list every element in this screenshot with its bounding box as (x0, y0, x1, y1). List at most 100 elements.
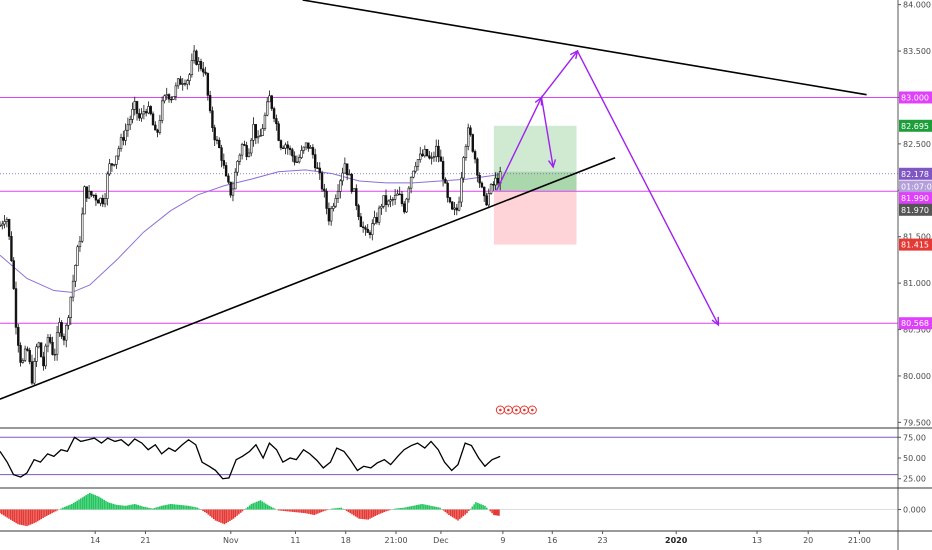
candle-body (341, 172, 344, 182)
position-box[interactable] (493, 125, 577, 245)
histogram-bar (247, 506, 249, 510)
histogram-bar (257, 501, 260, 510)
candle-body (58, 322, 61, 334)
candle-body (245, 145, 248, 157)
candle-body (7, 219, 11, 237)
histogram-bar (54, 509, 57, 512)
histogram-bar (202, 509, 204, 511)
candle-body (142, 111, 146, 115)
histogram-bar (193, 506, 195, 510)
oscillator-tick-label: 0.000 (903, 506, 926, 515)
trendlines[interactable] (0, 0, 867, 400)
candle-body (380, 205, 383, 209)
candle-body (329, 208, 333, 222)
candle-body (60, 322, 63, 337)
candle-body (297, 157, 301, 163)
histogram-bar (252, 503, 255, 510)
candle-body (473, 151, 477, 160)
candle-body (441, 161, 445, 180)
trendline[interactable] (0, 157, 616, 400)
rsi-line[interactable] (0, 436, 501, 480)
histogram-bar (498, 509, 500, 516)
candle-body (492, 184, 495, 186)
candle-body (42, 356, 45, 367)
candle-body (405, 198, 408, 213)
candle-body (26, 348, 29, 351)
candle-body (462, 157, 465, 179)
candle-body (158, 120, 162, 133)
candle-body (453, 207, 456, 210)
candle-body (423, 149, 427, 157)
histogram-bar (408, 506, 411, 510)
histogram-bar (268, 505, 271, 510)
histogram-bar (265, 503, 267, 510)
price-tags: 83.000 82.695 82.178 01:07:09 81.990 81.970 81… (899, 91, 932, 330)
histogram-bar (141, 506, 143, 510)
candle-body (192, 50, 196, 61)
candle-body (494, 177, 497, 186)
histogram-bar (150, 508, 152, 510)
candle-body (471, 134, 474, 152)
histogram-bar (326, 509, 328, 511)
histogram-bar (15, 509, 17, 524)
histogram-bar (484, 505, 486, 510)
histogram-bar (239, 509, 242, 513)
arrow-head (547, 159, 557, 169)
price-tick-label: 83.500 (903, 47, 931, 56)
candle-body (487, 193, 490, 206)
candle-body (49, 337, 52, 343)
histogram-bar (437, 507, 440, 510)
candle-body (28, 350, 31, 362)
histogram-bar (65, 506, 68, 510)
candle-body (183, 83, 187, 85)
candle-body (97, 199, 100, 204)
candle-body (343, 163, 347, 174)
histogram-bar (299, 509, 301, 513)
trendline[interactable] (302, 0, 867, 96)
histogram-bar (110, 503, 113, 510)
histogram-bar (365, 509, 368, 520)
histogram-bar (11, 509, 14, 521)
projection-arrow[interactable] (495, 49, 720, 327)
histogram-bar (284, 509, 287, 512)
candle-body (151, 113, 155, 126)
price-tag-label: 01:07:09 (901, 183, 932, 192)
histogram-bar (356, 509, 359, 518)
candle-body (229, 181, 232, 196)
candle-body (307, 142, 310, 149)
candle-body (147, 106, 150, 114)
projection-path[interactable] (495, 49, 720, 326)
histogram-bar (397, 508, 400, 510)
histogram-bar (300, 509, 303, 513)
oscillator-panel[interactable] (0, 492, 898, 527)
histogram-bar (42, 509, 44, 518)
horizontal-levels[interactable] (0, 96, 898, 324)
histogram-bar (317, 509, 319, 514)
histogram-bar (189, 506, 192, 510)
time-tick-label: 21 (140, 536, 150, 545)
candle-body (39, 342, 43, 358)
candle-body (135, 101, 139, 114)
histogram-bar (387, 509, 389, 511)
time-tick-label: 20 (803, 536, 813, 545)
candle-body (81, 213, 84, 242)
rsi-panel[interactable] (0, 436, 898, 480)
price-tick-label: 82.500 (903, 140, 931, 149)
histogram-bar (494, 509, 496, 516)
stop-zone[interactable] (493, 191, 577, 245)
candle-body (122, 137, 125, 141)
event-icon-5-dot (531, 408, 534, 412)
histogram-bar (473, 504, 475, 510)
event-markers[interactable] (495, 405, 537, 415)
histogram-bar (378, 509, 380, 515)
price-tag-label: 81.970 (901, 206, 929, 215)
candle-body (254, 124, 258, 139)
histogram-bar (184, 505, 186, 510)
histogram-bar (336, 508, 339, 510)
candle-body (170, 98, 173, 101)
candle-body (69, 296, 73, 318)
histogram-bar (286, 509, 289, 512)
candle-body (131, 109, 134, 120)
histogram-bar (97, 496, 100, 510)
